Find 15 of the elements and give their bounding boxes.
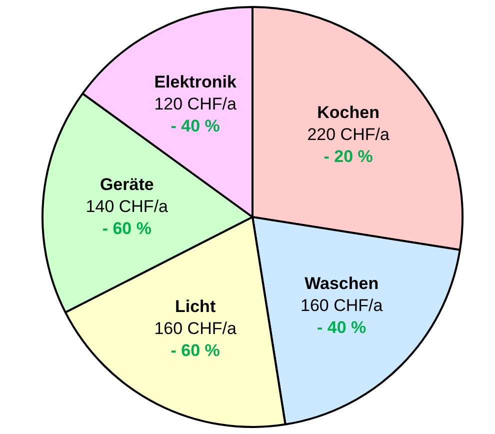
data-label: 140 CHF/a [86, 196, 169, 216]
data-label: 220 CHF/a [307, 124, 390, 144]
slice-label: Geräte [100, 174, 154, 194]
text: - 40 % [317, 318, 366, 337]
slice-label: Elektronik [154, 72, 237, 92]
slice-label: Licht [174, 296, 216, 316]
text: - 60 % [170, 340, 220, 360]
text: - 20 % [324, 146, 373, 166]
slice-label: Kochen [317, 102, 380, 122]
data-label: 160 CHF/a [154, 318, 237, 338]
text: - 60 % [102, 218, 152, 238]
data-label: 160 CHF/a [300, 296, 384, 315]
text: - 40 % [170, 116, 220, 136]
data-label: 120 CHF/a [154, 94, 237, 114]
slice-label: Waschen [304, 274, 379, 293]
